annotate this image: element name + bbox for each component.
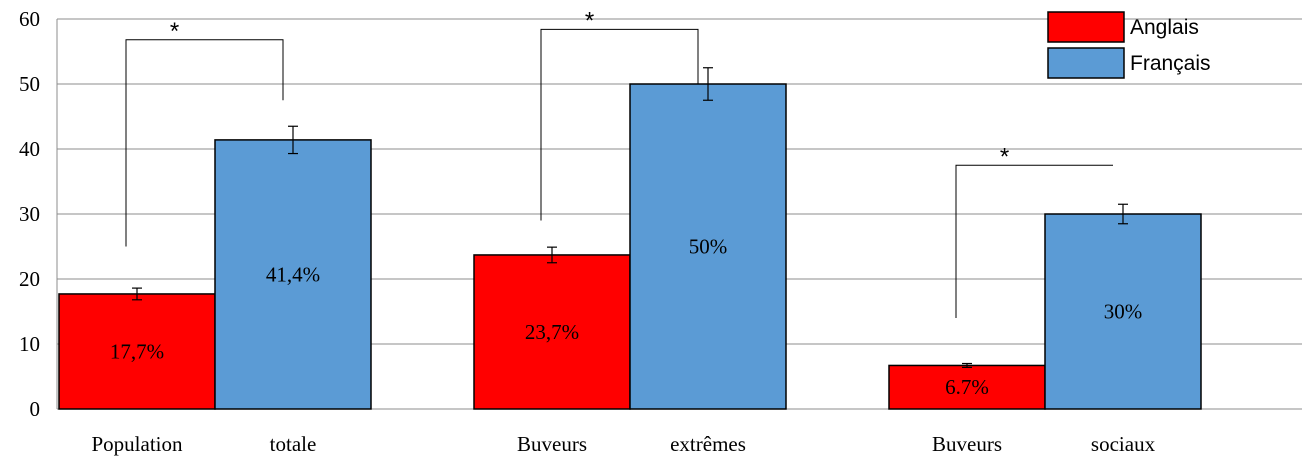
y-tick-label: 0 — [30, 397, 41, 421]
legend-swatch-franais — [1047, 47, 1125, 79]
data-label: 50% — [689, 235, 728, 259]
significance-brackets: * * * — [125, 7, 1113, 318]
category-label-left: Population — [91, 432, 183, 456]
y-tick-label: 10 — [19, 332, 40, 356]
y-axis-ticks: 0 10 20 30 40 50 60 — [19, 7, 40, 421]
error-bars — [132, 67, 1128, 368]
significance-bracket — [540, 28, 699, 221]
bar-franais-0 — [214, 139, 372, 410]
y-tick-label: 60 — [19, 7, 40, 31]
bars — [58, 83, 1202, 410]
y-tick-label: 20 — [19, 267, 40, 291]
data-label: 30% — [1104, 300, 1143, 324]
legend: Anglais Français — [1047, 11, 1211, 79]
significance-marker: * — [170, 18, 179, 45]
y-tick-label: 40 — [19, 137, 40, 161]
bar-franais-2 — [1044, 213, 1202, 410]
data-label: 6.7% — [945, 375, 989, 399]
legend-label: Anglais — [1130, 16, 1199, 39]
y-tick-label: 30 — [19, 202, 40, 226]
category-label-left: Buveurs — [932, 432, 1002, 456]
data-label: 23,7% — [525, 320, 579, 344]
category-label-left: Buveurs — [517, 432, 587, 456]
category-label-right: extrêmes — [670, 432, 746, 456]
bar-franais-1 — [629, 83, 787, 410]
legend-label: Français — [1130, 52, 1211, 75]
data-label: 17,7% — [110, 339, 164, 363]
significance-bracket — [125, 39, 284, 247]
bar-anglais-1 — [473, 254, 631, 410]
significance-bracket — [955, 164, 1113, 318]
significance-marker: * — [1000, 143, 1009, 170]
category-label-right: totale — [270, 432, 317, 456]
x-axis: Population totale Buveurs extrêmes Buveurs so… — [91, 432, 1155, 456]
y-tick-label: 50 — [19, 72, 40, 96]
legend-swatch-anglais — [1047, 11, 1125, 43]
significance-marker: * — [585, 7, 594, 34]
data-labels: 17,7% 41,4% 23,7% 50% 6.7% 30% — [110, 235, 1142, 400]
bar-anglais-0 — [58, 293, 216, 410]
data-label: 41,4% — [266, 262, 320, 286]
category-label-right: sociaux — [1091, 432, 1156, 456]
